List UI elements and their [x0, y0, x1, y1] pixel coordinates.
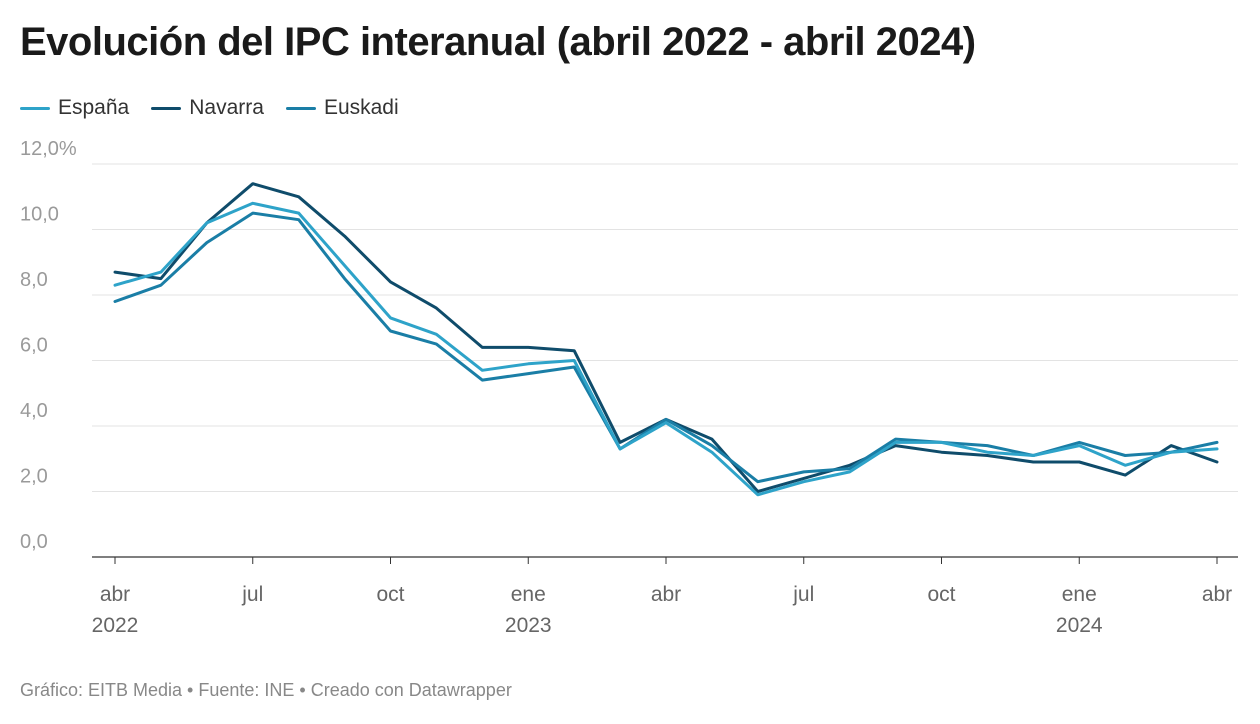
x-tick-year-label: 2023: [505, 614, 552, 637]
x-tick-label: ene: [1062, 583, 1097, 606]
chart-legend: España Navarra Euskadi: [20, 96, 421, 120]
legend-item-navarra: Navarra: [151, 96, 264, 120]
x-tick-label: jul: [241, 583, 263, 606]
legend-swatch-espana: [20, 106, 50, 110]
series-line-euskadi: [113, 211, 1219, 484]
x-tick-label: ene: [511, 583, 546, 606]
x-tick-label: abr: [100, 583, 130, 606]
legend-label-euskadi: Euskadi: [323, 96, 399, 119]
chart-title: Evolución del IPC interanual (abril 2022…: [20, 20, 976, 64]
x-tick-label: abr: [1202, 583, 1232, 606]
legend-swatch-navarra: [151, 106, 182, 110]
legend-item-euskadi: Euskadi: [285, 96, 399, 120]
y-tick-label: 10,0: [20, 204, 59, 226]
legend-swatch-euskadi: [285, 106, 316, 110]
y-tick-label: 8,0: [20, 269, 48, 291]
chart-footer: Gráfico: EITB Media • Fuente: INE • Crea…: [20, 680, 512, 700]
series-line-espana: [113, 201, 1219, 497]
legend-item-espana: España: [20, 96, 129, 120]
y-tick-label: 12,0%: [20, 138, 77, 160]
y-tick-label: 0,0: [20, 531, 48, 553]
y-tick-label: 4,0: [20, 400, 48, 422]
x-tick-year-label: 2022: [92, 614, 139, 637]
x-tick-label: jul: [792, 583, 814, 606]
y-tick-label: 2,0: [20, 466, 48, 488]
x-tick-year-label: 2024: [1056, 614, 1103, 637]
x-tick-label: oct: [927, 583, 955, 606]
y-tick-label: 6,0: [20, 335, 48, 357]
x-tick-label: oct: [376, 583, 404, 606]
x-tick-label: abr: [651, 583, 681, 606]
legend-label-navarra: Navarra: [189, 96, 264, 119]
legend-label-espana: España: [58, 96, 130, 119]
